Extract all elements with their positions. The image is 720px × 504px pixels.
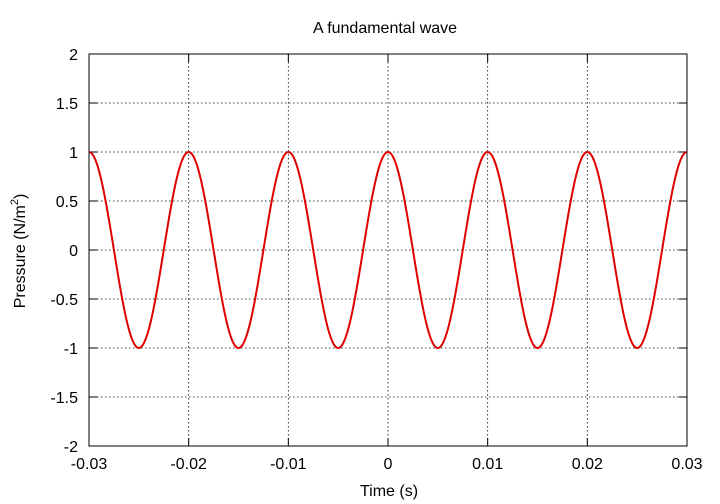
y-tick-label: 1.5 (56, 96, 78, 113)
x-axis-label: Time (s) (360, 483, 418, 500)
y-axis-label-main: Pressure (N/m (12, 205, 29, 308)
y-tick-label: -0.5 (50, 292, 78, 309)
y-tick-label: 0 (69, 243, 78, 260)
x-tick-label: 0 (384, 456, 393, 473)
y-tick-label: -2 (64, 439, 78, 456)
chart-title: A fundamental wave (313, 20, 457, 37)
x-tick-label: -0.03 (71, 456, 108, 473)
y-tick-label: -1 (64, 341, 78, 358)
plot-frame (88, 53, 688, 447)
grid (89, 54, 687, 446)
y-axis-label: Pressure (N/m2) (9, 194, 29, 309)
y-tick-label: -1.5 (50, 390, 78, 407)
y-axis-ticks: -2 -1.5 -1 -0.5 0 0.5 1 1.5 2 (50, 47, 687, 456)
x-tick-label: 0.03 (671, 456, 702, 473)
x-tick-label: -0.01 (270, 456, 307, 473)
y-tick-label: 1 (69, 145, 78, 162)
y-axis-label-close: ) (12, 194, 29, 199)
y-tick-label: 2 (69, 47, 78, 64)
x-tick-label: -0.02 (170, 456, 207, 473)
x-tick-label: 0.01 (472, 456, 503, 473)
x-tick-label: 0.02 (572, 456, 603, 473)
y-tick-label: 0.5 (56, 194, 78, 211)
y-axis-label-superscript: 2 (9, 199, 21, 205)
series-line (88, 150, 688, 350)
x-axis-ticks: -0.03 -0.02 -0.01 0 0.01 0.02 0.03 (71, 54, 703, 473)
